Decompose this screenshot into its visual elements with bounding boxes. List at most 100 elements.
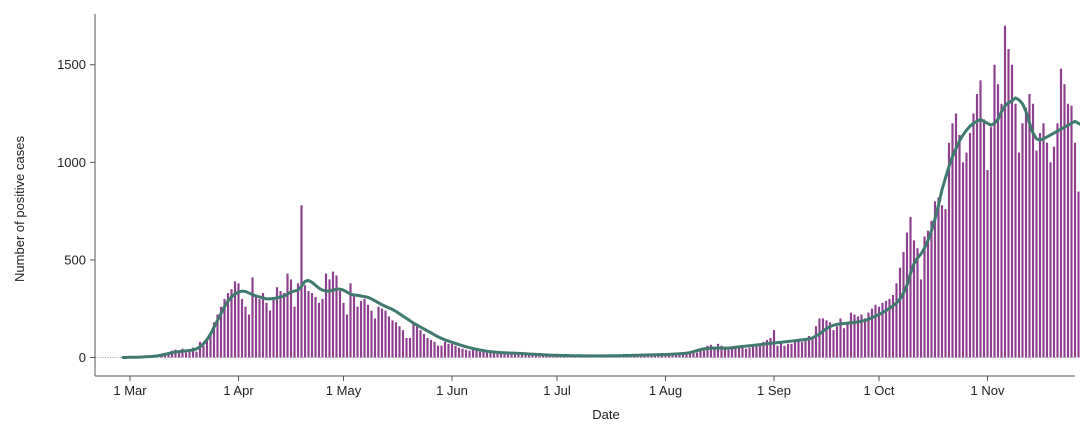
bar — [370, 310, 373, 358]
bar — [863, 318, 867, 358]
bar — [219, 306, 223, 358]
bar — [800, 341, 804, 358]
bar — [1038, 133, 1042, 358]
bar — [349, 283, 352, 358]
bar — [177, 351, 181, 358]
bar — [419, 330, 422, 358]
bar — [923, 236, 926, 358]
bar — [765, 339, 769, 358]
bar — [307, 291, 310, 358]
bar — [828, 322, 832, 358]
bar — [1073, 142, 1077, 358]
bar — [440, 345, 443, 358]
bar — [933, 201, 937, 358]
bar — [426, 337, 429, 358]
bar — [261, 293, 265, 358]
bar — [818, 318, 821, 358]
bar — [373, 318, 377, 358]
bar — [877, 306, 881, 358]
bar — [996, 84, 1000, 358]
bar — [989, 127, 993, 358]
x-axis-ticks: 1 Mar 1 Apr 1 May 1 Jun 1 Jul 1 Aug 1 Sep 1 Oct… — [113, 376, 1005, 398]
bar — [688, 351, 692, 358]
bar — [993, 64, 996, 358]
bar — [300, 205, 303, 358]
bar — [734, 345, 737, 358]
bar — [832, 330, 835, 358]
bar — [447, 343, 450, 358]
bar — [499, 353, 503, 358]
x-tick-label: 1 Jul — [543, 383, 571, 398]
bar — [919, 279, 923, 358]
bar — [930, 220, 933, 358]
bar — [968, 133, 972, 358]
bar — [314, 296, 317, 358]
bar — [527, 353, 531, 358]
bar — [737, 346, 741, 358]
bar — [422, 334, 426, 358]
bar — [415, 326, 419, 358]
bar — [811, 337, 814, 358]
bar — [1042, 123, 1045, 358]
bar — [461, 348, 464, 358]
bar — [412, 322, 415, 358]
bar — [814, 326, 818, 358]
bar — [1000, 103, 1003, 358]
bar — [345, 314, 349, 358]
bar — [212, 322, 216, 358]
bar — [244, 306, 247, 358]
y-tick-label: 0 — [79, 350, 86, 365]
bar — [783, 345, 786, 358]
bar — [331, 271, 335, 358]
bar — [958, 134, 961, 358]
bar — [510, 353, 513, 358]
bar — [954, 113, 958, 358]
bar — [237, 283, 240, 358]
bar — [835, 326, 839, 358]
bar — [454, 345, 457, 358]
bar — [884, 300, 888, 358]
bar — [384, 310, 387, 358]
bar — [1066, 103, 1070, 358]
bar — [961, 162, 965, 358]
bar — [209, 334, 212, 358]
bar — [401, 330, 405, 358]
bar — [674, 353, 678, 358]
bar — [436, 345, 440, 358]
bar — [513, 353, 517, 358]
bar — [1014, 103, 1017, 358]
bar — [940, 205, 944, 358]
bar — [825, 320, 828, 358]
bar — [891, 295, 895, 358]
bar — [842, 328, 846, 358]
bar — [1056, 123, 1059, 358]
bar — [268, 310, 272, 358]
bar — [730, 348, 734, 358]
bar — [706, 345, 709, 358]
bar — [758, 343, 762, 358]
bar — [184, 352, 188, 358]
bar — [1045, 142, 1049, 358]
bar — [1003, 25, 1007, 358]
bar — [1070, 105, 1073, 358]
bar — [846, 324, 849, 358]
bar — [188, 350, 191, 358]
bar — [1063, 84, 1066, 358]
bar — [716, 343, 720, 358]
bar — [839, 318, 842, 358]
y-tick-label: 1500 — [57, 57, 86, 72]
bar — [1049, 162, 1052, 358]
bar — [667, 354, 671, 358]
bar — [450, 343, 454, 358]
daily-case-bars — [121, 25, 1080, 358]
bar — [405, 337, 408, 358]
bar — [282, 293, 286, 358]
bar — [874, 304, 877, 358]
bar — [181, 348, 184, 358]
bar — [359, 300, 363, 358]
bar — [363, 298, 366, 358]
bar — [517, 352, 520, 358]
bar — [821, 318, 825, 358]
bar — [324, 273, 328, 358]
